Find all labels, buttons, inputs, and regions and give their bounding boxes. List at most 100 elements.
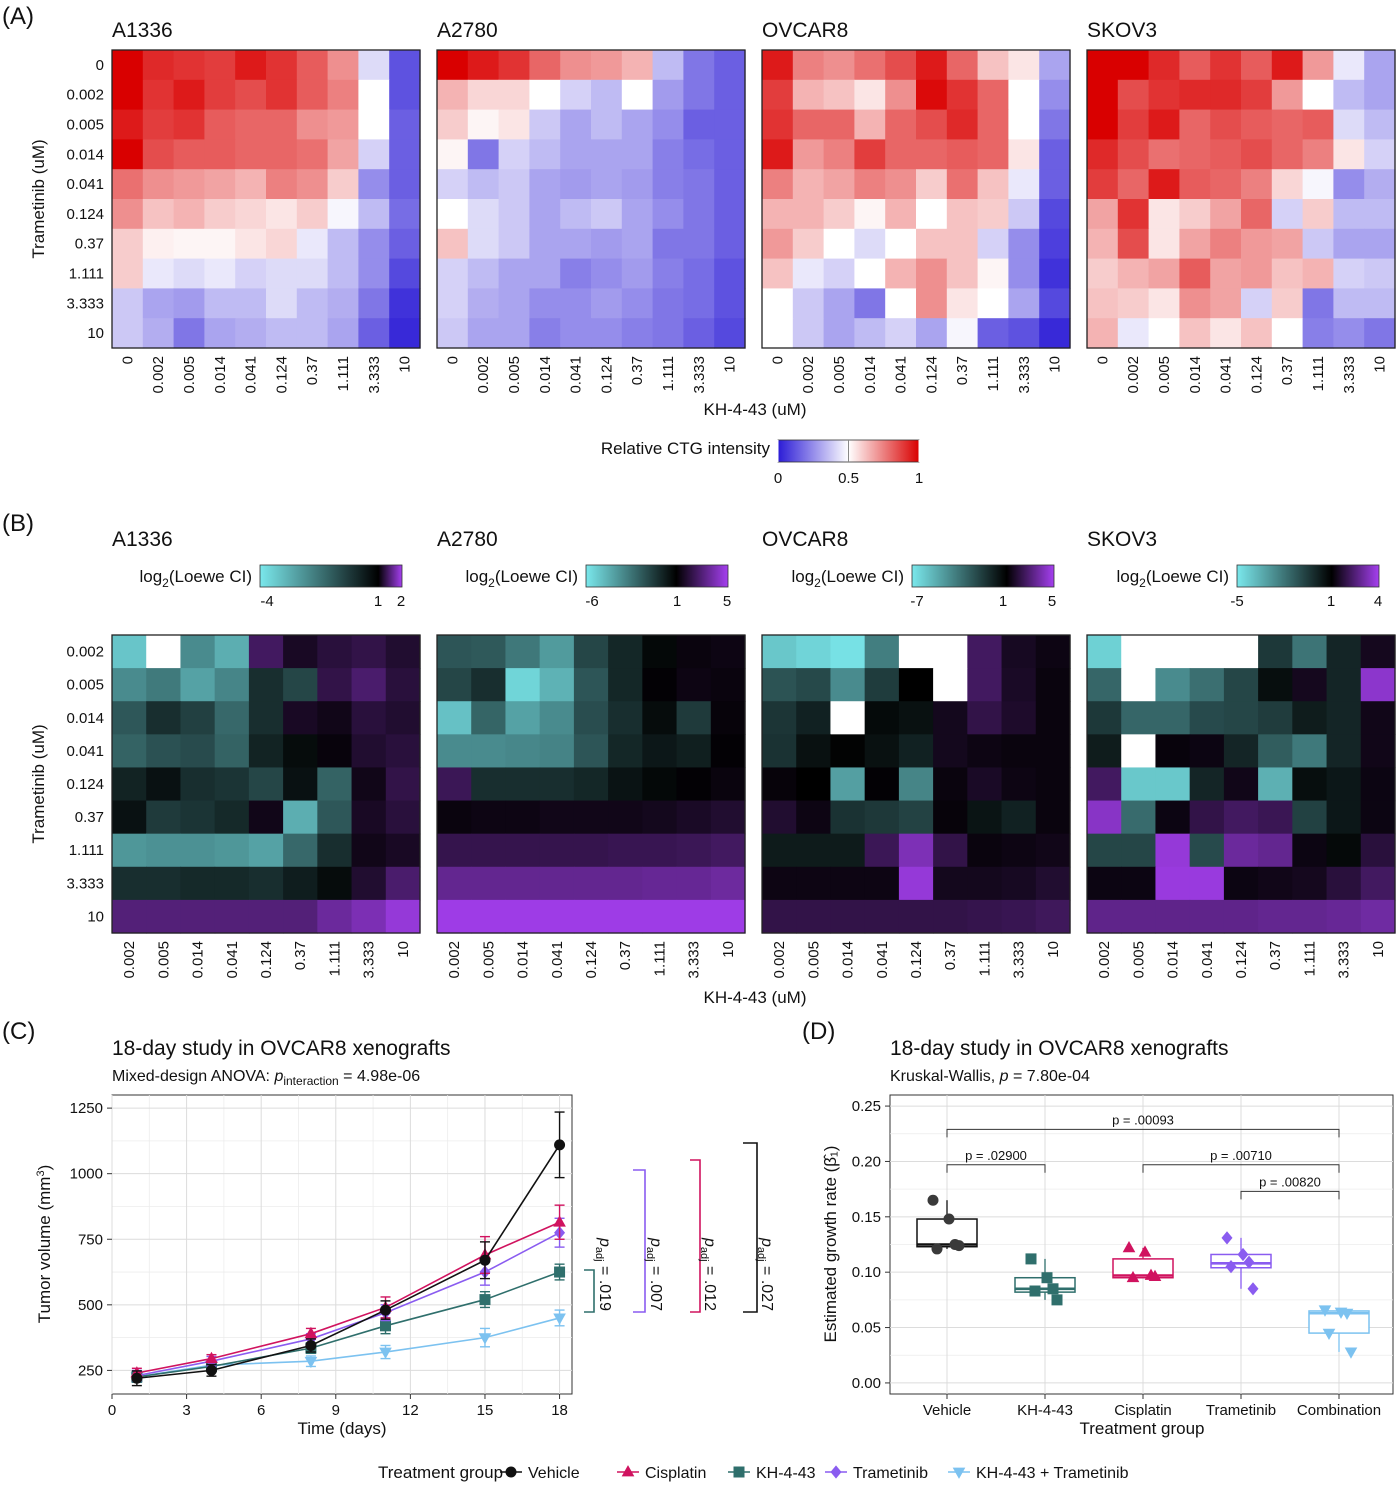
heatmap-cell — [1210, 79, 1242, 111]
heatmap-cell — [1117, 258, 1150, 289]
x-tick-label: 12 — [402, 1402, 419, 1419]
x-tick-label: 0.124 — [598, 356, 615, 394]
heatmap-cell — [204, 258, 236, 289]
heatmap-cell — [467, 199, 500, 230]
colorbar-label: 0.5 — [838, 470, 859, 487]
y-axis-title: Estimated growth rate (β̂₁) — [821, 1146, 840, 1343]
heatmap-cell — [1148, 139, 1180, 170]
x-tick-label: 0.041 — [243, 356, 260, 394]
heatmap-frame — [761, 634, 1071, 934]
heatmap-cell — [608, 635, 643, 669]
heatmap-cell — [1117, 318, 1150, 349]
heatmap-cell — [235, 228, 267, 260]
colorbar-label: 1 — [999, 593, 1007, 610]
heatmap-cell — [1326, 767, 1362, 802]
data-point — [205, 1351, 218, 1363]
heatmap-cell — [1035, 767, 1071, 802]
heatmap-cell — [591, 50, 623, 81]
heatmap-cell — [762, 109, 794, 140]
heatmap-cell — [710, 668, 746, 702]
heatmap-cell — [642, 866, 678, 901]
heatmap-cell — [1241, 318, 1273, 349]
heatmap-cell — [467, 258, 500, 289]
heatmap-cell — [898, 701, 934, 735]
heatmap-cell — [946, 318, 979, 349]
heatmap-cell — [317, 734, 353, 769]
heatmap-cell — [796, 701, 832, 735]
heatmap-cell — [796, 734, 832, 769]
boxplots — [916, 1194, 1370, 1359]
heatmap-cell — [235, 79, 267, 111]
heatmap-cells — [762, 635, 1071, 934]
heatmap-cell — [529, 169, 561, 200]
heatmap-cell — [830, 734, 866, 769]
heatmap-cell — [146, 833, 182, 868]
heatmap-cell — [864, 899, 900, 934]
heatmap-cell — [1117, 79, 1150, 111]
x-tick-label: 0.002 — [800, 356, 817, 394]
x-tick-label: 10 — [1370, 941, 1387, 958]
heatmap-cell — [142, 258, 175, 289]
heatmap-cell — [792, 228, 825, 260]
heatmap-cell — [1271, 169, 1304, 200]
heatmap-cell — [180, 800, 216, 835]
plot-title: 18-day study in OVCAR8 xenografts — [112, 1037, 451, 1060]
heatmap-cell — [471, 833, 507, 868]
heatmap-cell — [591, 79, 623, 111]
colorbar-label: 1 — [374, 593, 382, 610]
heatmap-cell — [823, 318, 855, 349]
colorbar-label: 5 — [723, 593, 731, 610]
heatmap-cell — [714, 228, 746, 260]
x-tick-label: 3.333 — [686, 941, 703, 979]
heatmap-cell — [351, 668, 387, 702]
heatmap-cell — [529, 228, 561, 260]
heatmap-cell — [1001, 635, 1037, 669]
heatmap-cell — [898, 767, 934, 802]
heatmap-cell — [1210, 169, 1242, 200]
heatmap-cell — [1179, 288, 1211, 319]
heatmap-cell — [385, 635, 421, 669]
heatmap-cell — [214, 701, 250, 735]
heatmap-cell — [358, 258, 390, 289]
x-tick-labels: 0.002 0.005 0.014 0.041 0.124 0.37 1.111 3.333 1… — [121, 941, 1387, 979]
heatmap-cell — [977, 288, 1009, 319]
heatmap-cell — [283, 767, 318, 802]
heatmap-cell — [1258, 668, 1293, 702]
heatmap-cell — [112, 701, 147, 735]
heatmap-cell — [235, 199, 267, 230]
heatmap-cell — [385, 734, 421, 769]
heatmap-cell — [1292, 800, 1328, 835]
heatmap-cell — [351, 866, 387, 901]
y-tick-label: 0.041 — [66, 176, 104, 193]
heatmap-cell — [560, 258, 592, 289]
heatmap-cell — [823, 109, 855, 140]
heatmap-frame — [1086, 634, 1396, 934]
x-tick-label: KH-4-43 — [1017, 1402, 1073, 1419]
heatmap-cell — [621, 50, 654, 81]
heatmap-cell — [317, 866, 353, 901]
heatmap-cell — [864, 866, 900, 901]
heatmap-cell — [977, 109, 1009, 140]
legend-marker — [621, 1465, 635, 1477]
x-tick-label: 10 — [397, 356, 414, 373]
heatmap-cell — [1189, 833, 1225, 868]
x-tick-label: 10 — [1047, 356, 1064, 373]
comparison-label: p = .00093 — [1112, 1112, 1174, 1127]
heatmap-cell — [762, 833, 797, 868]
heatmap-cell — [204, 139, 236, 170]
heatmap-cell — [1179, 169, 1211, 200]
data-point — [479, 1294, 491, 1306]
heatmap-cell — [389, 139, 421, 170]
x-tick-label: 0.014 — [190, 941, 207, 979]
heatmap-cell — [1087, 899, 1122, 934]
heatmap-cell — [792, 288, 825, 319]
heatmap-cell — [885, 109, 917, 140]
heatmap-cell — [916, 139, 948, 170]
y-tick-label: 0.25 — [852, 1098, 881, 1115]
heatmap-cell — [977, 139, 1009, 170]
heatmap-cell — [351, 800, 387, 835]
heatmap-cell — [437, 800, 472, 835]
heatmap-cell — [1121, 701, 1157, 735]
heatmap-cell — [916, 258, 948, 289]
